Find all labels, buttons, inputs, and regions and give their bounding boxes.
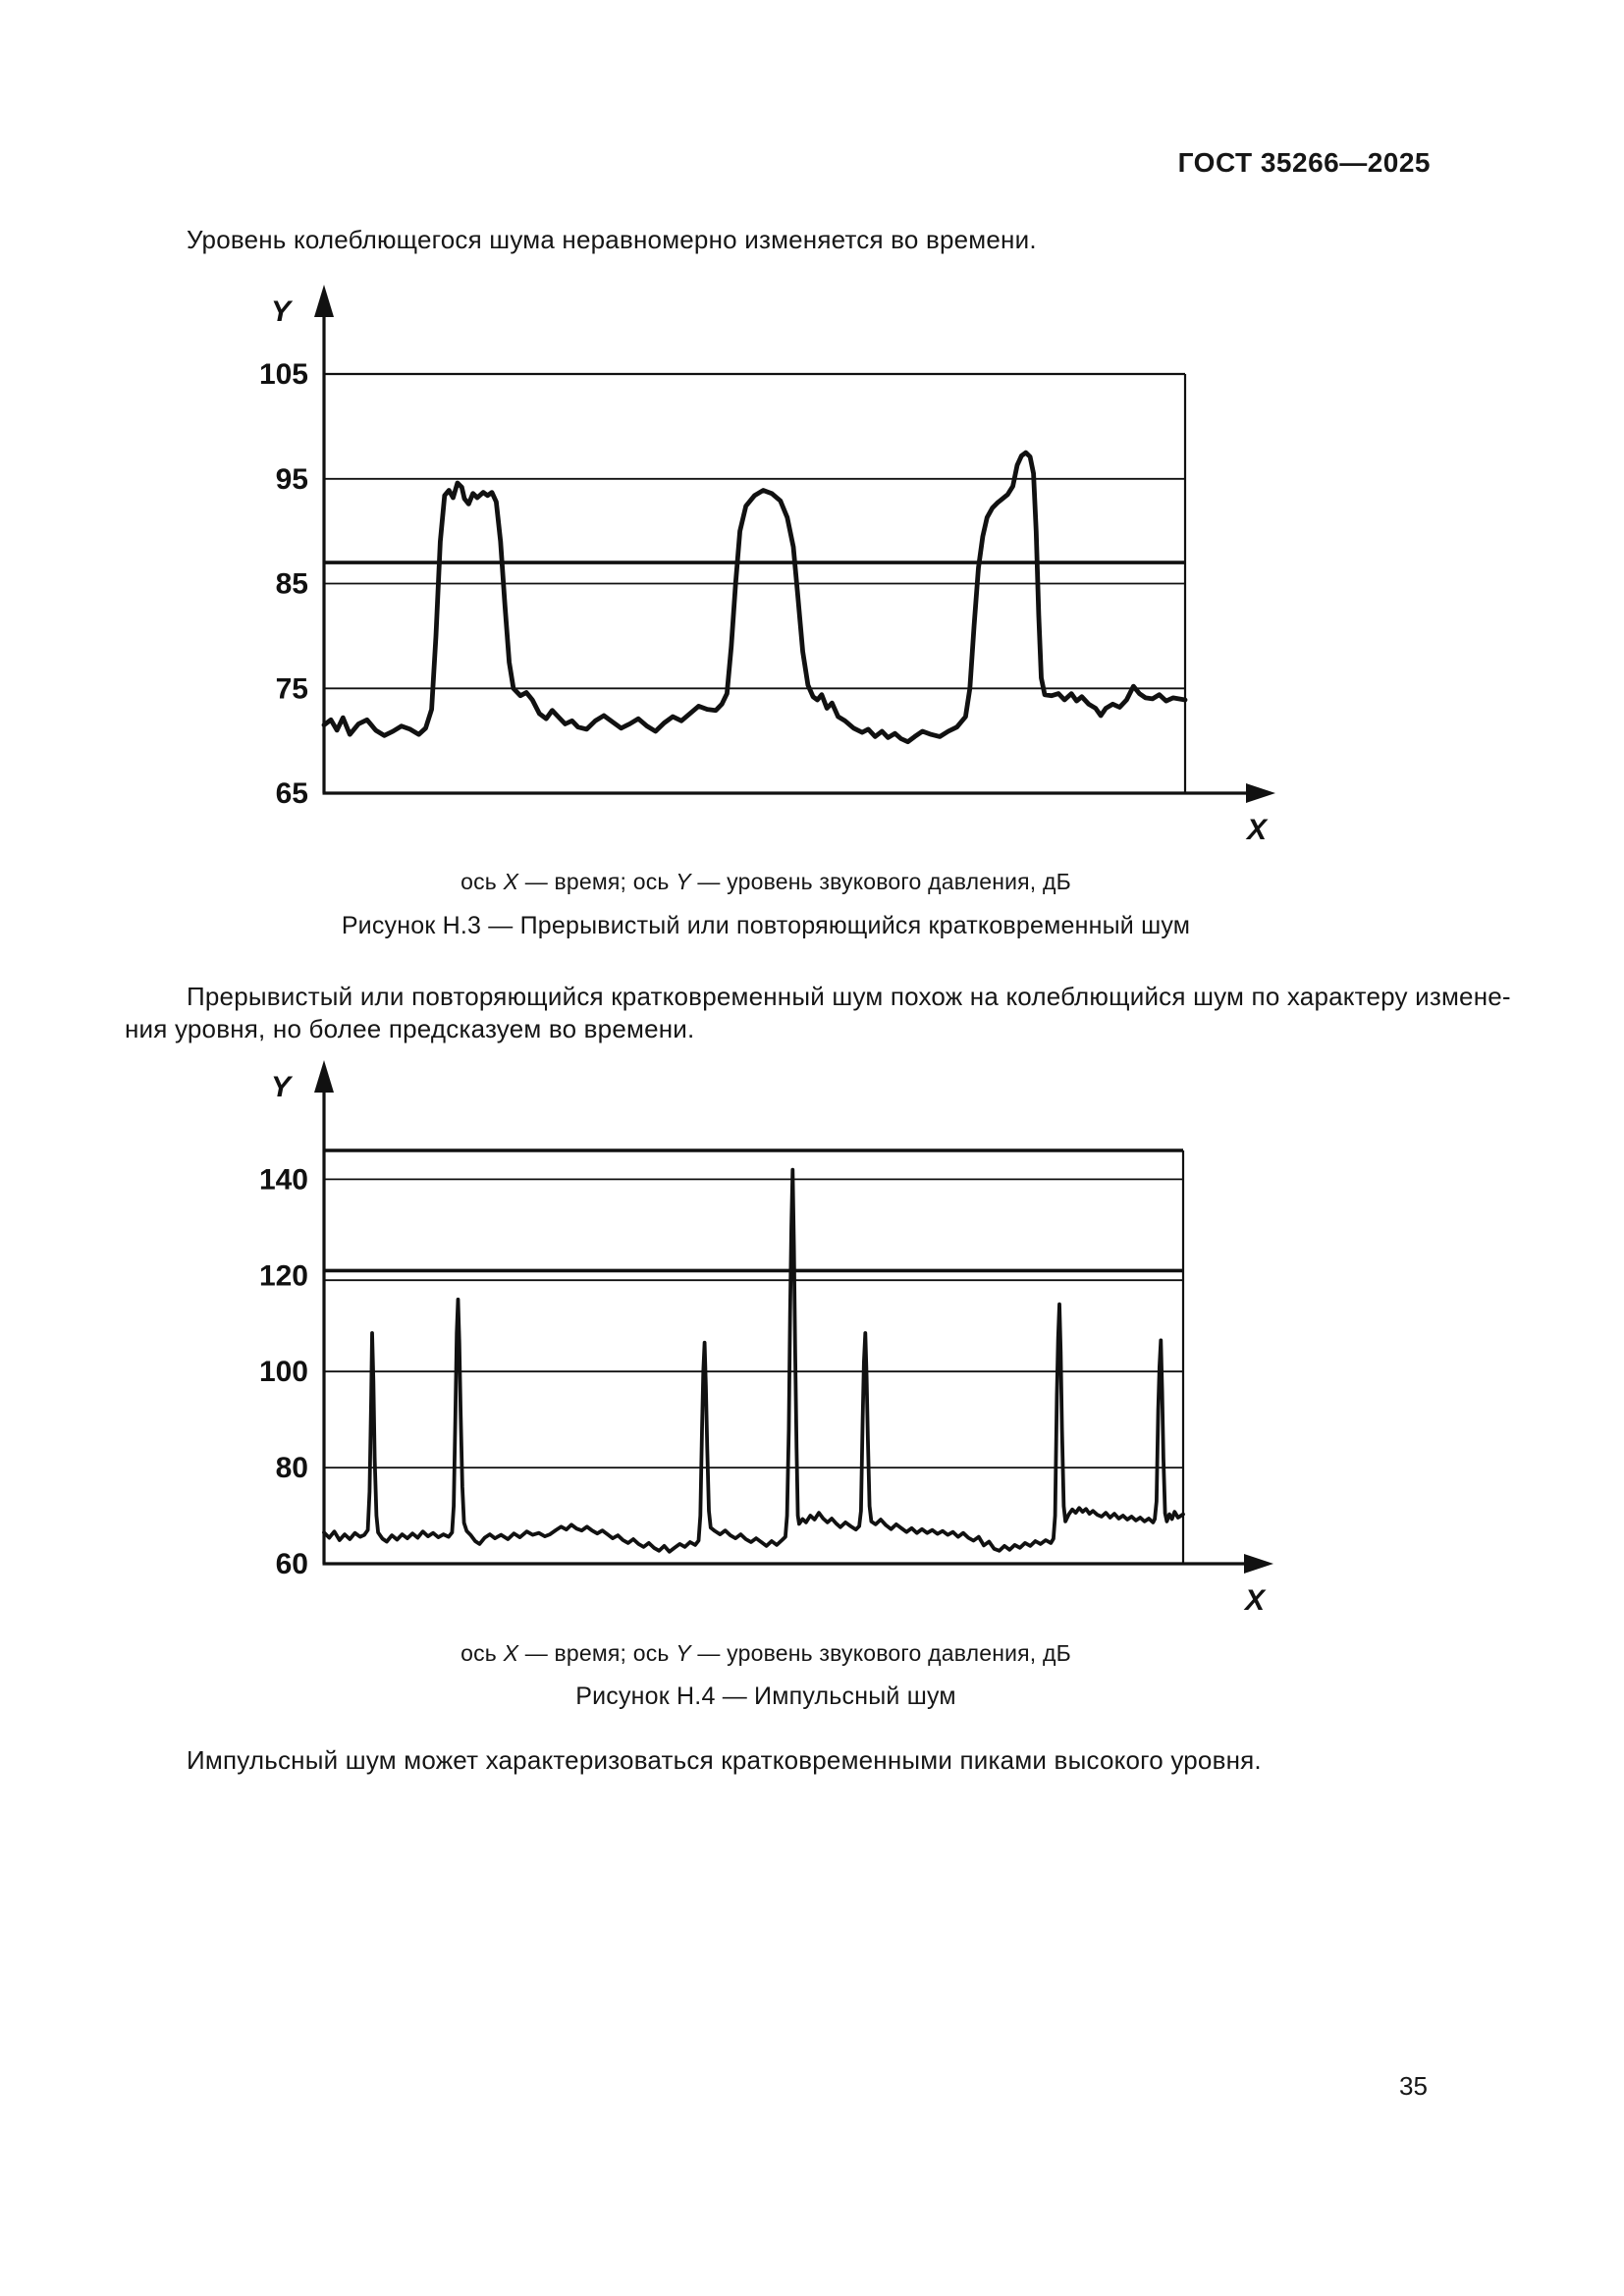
- y-tick-label-100: 100: [259, 1356, 308, 1388]
- y-tick-label-120: 120: [259, 1259, 308, 1292]
- figure-h3-axis-note: ось X — время; ось Y — уровень звукового…: [216, 869, 1316, 895]
- x-axis-arrow-icon: [1246, 783, 1275, 803]
- paragraph-intermittent-line1: Прерывистый или повторяющийся кратковрем…: [187, 982, 1511, 1011]
- axis-note-post: — уровень звукового давления, дБ: [690, 1640, 1071, 1666]
- y-tick-label-60: 60: [276, 1548, 308, 1580]
- axis-note-x-letter: X: [503, 869, 519, 894]
- axis-note-mid: — время; ось: [518, 869, 677, 894]
- y-tick-label-140: 140: [259, 1163, 308, 1196]
- axis-note-post: — уровень звукового давления, дБ: [690, 869, 1071, 894]
- paragraph-intermittent-line2: ния уровня, но более предсказуем во врем…: [125, 1014, 695, 1043]
- y-axis-arrow-icon: [314, 1060, 334, 1093]
- figure-h4-caption: Рисунок Н.4 — Импульсный шум: [575, 1682, 956, 1710]
- y-tick-label-95: 95: [276, 463, 308, 496]
- axis-note-y-letter: Y: [676, 869, 691, 894]
- paragraph-impulse-noise: Импульсный шум может характеризоваться к…: [187, 1745, 1262, 1775]
- axis-note-pre: ось: [460, 1640, 504, 1666]
- x-axis-letter: X: [1245, 814, 1269, 846]
- y-axis-letter: Y: [271, 295, 294, 328]
- figure-h4-chart: Y X 140 120 100 80 60: [259, 1060, 1273, 1617]
- signal-curve: [322, 1167, 1185, 1554]
- axis-note-mid: — время; ось: [518, 1640, 677, 1666]
- document-number: ГОСТ 35266—2025: [1177, 147, 1431, 178]
- y-tick-label-80: 80: [276, 1452, 308, 1484]
- page-number: 35: [1399, 2071, 1428, 2101]
- paragraph-fluctuating-noise: Уровень колеблющегося шума неравномерно …: [187, 225, 1037, 254]
- signal-curve: [321, 450, 1188, 745]
- axis-note-pre: ось: [460, 869, 504, 894]
- y-axis-letter: Y: [271, 1071, 294, 1103]
- y-tick-label-65: 65: [276, 777, 308, 810]
- y-axis-arrow-icon: [314, 285, 334, 317]
- figure-h4-axis-note: ось X — время; ось Y — уровень звукового…: [216, 1640, 1316, 1667]
- axis-note-y-letter: Y: [676, 1640, 691, 1666]
- x-axis-arrow-icon: [1244, 1554, 1273, 1574]
- y-tick-label-105: 105: [259, 358, 308, 391]
- y-tick-label-75: 75: [276, 672, 308, 705]
- x-axis-letter: X: [1243, 1584, 1267, 1617]
- figure-h3-caption: Рисунок Н.3 — Прерывистый или повторяющи…: [341, 912, 1191, 939]
- axis-note-x-letter: X: [503, 1640, 519, 1666]
- figure-h3-chart: Y X 105 95 85 75 65: [259, 285, 1275, 846]
- y-tick-label-85: 85: [276, 568, 308, 601]
